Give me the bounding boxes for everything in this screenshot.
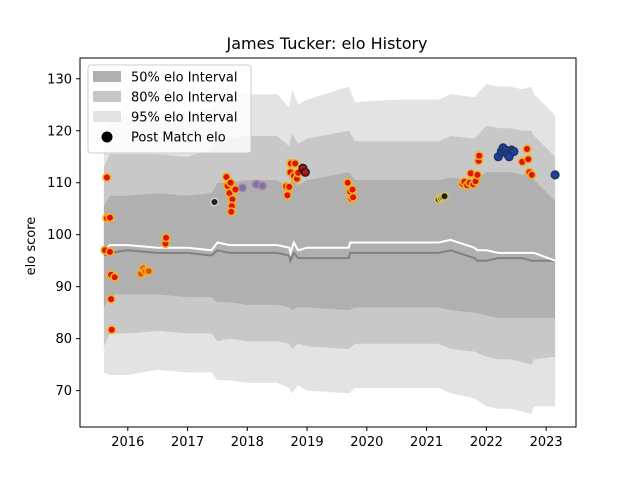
post-match-point	[527, 170, 537, 180]
legend-label: 95% elo Interval	[131, 111, 238, 126]
y-tick-label: 130	[47, 72, 72, 87]
post-match-point	[509, 146, 519, 157]
y-tick-label: 80	[55, 332, 72, 347]
plot-inner	[100, 84, 560, 414]
y-tick-label: 110	[47, 176, 72, 191]
x-tick-label: 2019	[291, 435, 324, 450]
x-tick-label: 2018	[231, 435, 264, 450]
plot-area	[100, 84, 560, 414]
median-line	[103, 249, 556, 264]
post-match-point	[106, 294, 116, 304]
post-match-point	[439, 191, 450, 201]
post-match-point	[474, 151, 484, 161]
y-tick-label: 70	[55, 384, 72, 399]
legend-label: 50% elo Interval	[131, 71, 238, 86]
x-tick-label: 2020	[350, 435, 383, 450]
legend-box	[87, 64, 252, 154]
post-match-point	[282, 190, 293, 200]
post-match-point	[343, 178, 353, 188]
chart-title: James Tucker: elo History	[225, 34, 427, 53]
legend-swatch	[93, 71, 121, 82]
legend-swatch	[93, 111, 121, 122]
axes-frame	[79, 57, 577, 428]
post-match-point	[144, 266, 154, 276]
post-match-point	[348, 192, 358, 202]
legend-label: Post Match elo	[131, 131, 226, 146]
post-match-point	[209, 197, 220, 207]
y-tick-label: 90	[55, 280, 72, 295]
post-match-point	[226, 178, 236, 188]
y-tick-label: 100	[47, 228, 72, 243]
post-match-point	[237, 183, 248, 193]
x-tick-label: 2017	[171, 435, 204, 450]
x-tick-label: 2021	[410, 435, 443, 450]
x-tick-label: 2023	[530, 435, 563, 450]
post-match-point	[105, 247, 115, 257]
post-match-point	[105, 213, 115, 223]
post-match-point	[257, 181, 267, 191]
legend-swatch	[93, 91, 121, 102]
post-match-point	[550, 170, 560, 180]
post-match-point	[347, 184, 358, 195]
y-axis-label: elo score	[24, 217, 39, 276]
post-match-point	[110, 272, 120, 282]
post-match-point	[226, 207, 236, 217]
x-tick-label: 2022	[470, 435, 503, 450]
legend: 50% elo Interval 80% elo Interval 95% elo …	[87, 64, 252, 154]
post-match-point	[472, 170, 483, 180]
y-tick-label: 120	[47, 124, 72, 139]
x-tick-label: 2016	[111, 435, 144, 450]
band-50-area	[103, 172, 556, 318]
mean-line	[103, 238, 556, 262]
post-match-point	[284, 182, 294, 192]
legend-label: 80% elo Interval	[131, 91, 238, 106]
axes: 2016 2017 2018 2019 2020 2021 2022 2023 70 80 90 10…	[47, 57, 577, 450]
post-match-point	[522, 144, 532, 154]
post-match-point	[300, 167, 310, 177]
post-match-point	[161, 233, 171, 243]
post-match-point	[102, 172, 112, 183]
legend-marker	[101, 131, 113, 143]
post-match-point	[523, 154, 533, 164]
post-match-point	[290, 158, 300, 169]
post-match-point	[107, 325, 117, 335]
